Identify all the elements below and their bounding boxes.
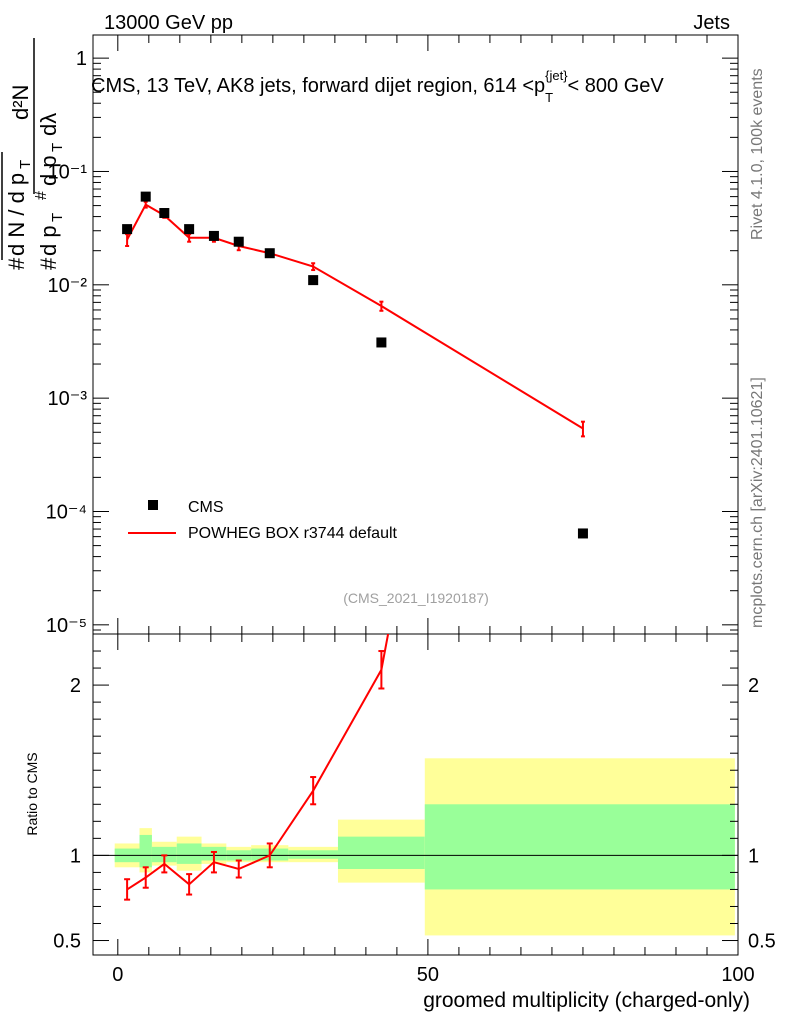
ratio-y-tick-label-right: 1	[748, 845, 759, 867]
main-plot-area	[122, 191, 588, 539]
svg-text:T: T	[49, 213, 66, 222]
cms-data-point	[264, 248, 275, 259]
svg-text:#: #	[4, 257, 29, 270]
ratio-band-inner	[288, 850, 338, 859]
legend-label-cms: CMS	[188, 499, 224, 516]
main-y-tick-label: 10⁻²	[48, 275, 88, 297]
ratio-band-inner	[424, 804, 735, 890]
ratio-tick-labels: 0 50 100 0.5 0.5 1 1 2 2	[53, 675, 776, 986]
main-y-tick-label: 1	[76, 48, 87, 70]
energy-label: 13000 GeV pp	[104, 12, 233, 34]
svg-text:d N / d p: d N / d p	[4, 173, 29, 256]
cms-data-point	[376, 337, 387, 348]
svg-text:T: T	[17, 160, 34, 169]
legend-label-powheg: POWHEG BOX r3744 default	[188, 525, 398, 542]
ratio-line	[126, 634, 390, 891]
powheg-line	[126, 203, 584, 430]
ratio-y-tick-label-right: 2	[748, 675, 759, 697]
ratio-ticks	[93, 634, 739, 955]
legend: CMS POWHEG BOX r3744 default	[128, 499, 398, 542]
main-y-tick-label: 10⁻¹	[48, 161, 88, 183]
main-y-tick-label: 10⁻³	[48, 388, 88, 410]
main-x-ticks	[117, 35, 739, 634]
mcplots-label: mcplots.cern.ch [arXiv:2401.10621]	[749, 377, 766, 628]
ratio-y-tick-label-left: 0.5	[53, 931, 81, 953]
cms-data-point	[122, 224, 133, 235]
svg-text:T: T	[49, 143, 66, 152]
ratio-y-tick-label-left: 1	[70, 845, 81, 867]
ratio-band-inner	[337, 836, 425, 870]
cms-data-point	[159, 208, 170, 219]
x-tick-label: 50	[417, 964, 439, 986]
svg-text:dλ: dλ	[36, 113, 61, 136]
main-panel-frame	[92, 34, 739, 635]
main-y-tick-label: 10⁻⁴	[46, 501, 87, 523]
chart-title-text: CMS, 13 TeV, AK8 jets, forward dijet reg…	[91, 75, 545, 97]
process-label: Jets	[693, 12, 730, 34]
ratio-y-tick-label-left: 2	[70, 675, 81, 697]
legend-marker-cms	[148, 500, 158, 510]
cms-data-point	[208, 230, 219, 241]
ratio-plot-area	[124, 634, 390, 901]
cms-data-point	[140, 191, 151, 202]
ratio-uncertainty-bands	[93, 758, 738, 936]
svg-text:d p: d p	[36, 155, 61, 186]
x-tick-label: 100	[721, 964, 754, 986]
svg-text:#: #	[36, 257, 61, 270]
cms-data-point	[184, 224, 195, 235]
ratio-panel-frame	[92, 633, 739, 956]
ratio-band-inner	[139, 834, 152, 868]
main-ylabel: # d N / d p T 1 # d p T # d p T dλ d²N	[0, 38, 66, 270]
main-y-tick-label: 10⁻⁵	[46, 615, 87, 637]
cms-data-point	[233, 236, 244, 247]
ratio-ylabel: Ratio to CMS	[24, 752, 40, 835]
chart-title-sub: T	[545, 90, 553, 105]
svg-text:d p: d p	[36, 225, 61, 256]
main-y-ticks	[93, 57, 738, 631]
x-tick-label: 0	[112, 964, 123, 986]
svg-text:d²N: d²N	[8, 85, 33, 120]
ratio-y-tick-label-right: 0.5	[748, 931, 776, 953]
rivet-label: Rivet 4.1.0, 100k events	[749, 68, 766, 240]
main-y-tick-labels: 1 10⁻¹ 10⁻² 10⁻³ 10⁻⁴ 10⁻⁵	[46, 48, 88, 637]
analysis-watermark: (CMS_2021_I1920187)	[343, 590, 489, 606]
x-axis-label: groomed multiplicity (charged-only)	[423, 989, 750, 1012]
svg-text:1: 1	[0, 200, 1, 212]
ratio-band-inner	[176, 843, 202, 864]
svg-text:#: #	[33, 191, 50, 200]
chart-title: CMS, 13 TeV, AK8 jets, forward dijet reg…	[91, 68, 664, 105]
cms-data-point	[577, 528, 588, 539]
cms-data-point	[308, 275, 319, 286]
